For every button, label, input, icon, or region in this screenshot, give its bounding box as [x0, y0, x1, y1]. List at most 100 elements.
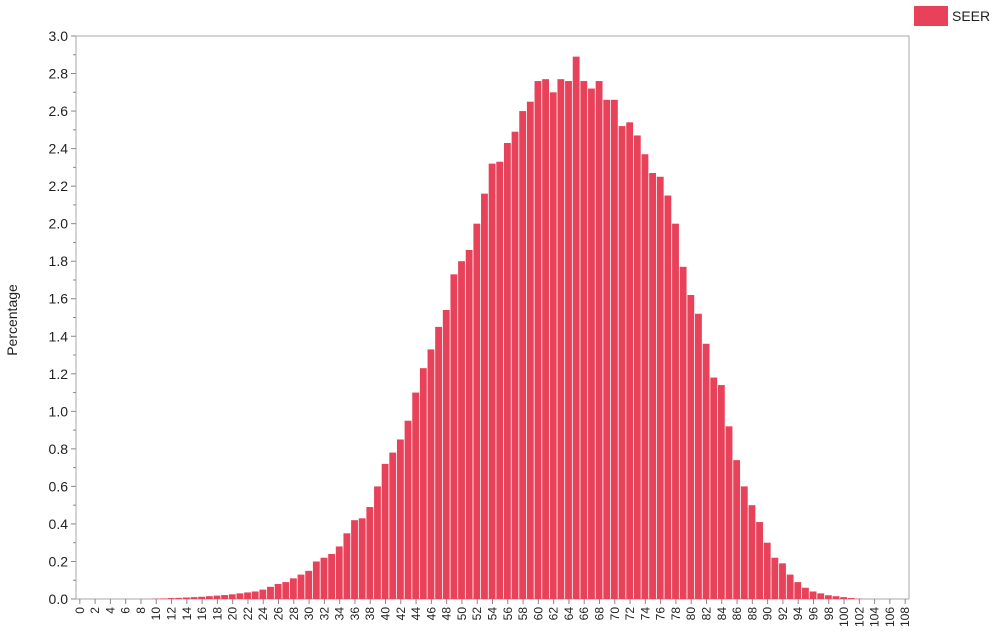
- y-tick-label: 1.0: [49, 403, 69, 419]
- bar-31: [312, 561, 320, 599]
- bar-12: [167, 598, 175, 599]
- bar-91: [771, 557, 779, 599]
- x-tick-label: 88: [745, 607, 759, 621]
- bar-70: [610, 99, 618, 599]
- y-tick-label: 0.2: [49, 553, 69, 569]
- x-tick-label: 50: [455, 607, 469, 621]
- x-tick-label: 54: [486, 607, 500, 621]
- bar-13: [175, 597, 183, 599]
- legend: SEER: [914, 6, 990, 26]
- x-tick-label: 42: [394, 607, 408, 621]
- bar-50: [458, 261, 465, 599]
- bar-82: [702, 343, 710, 599]
- bar-101: [847, 598, 855, 599]
- x-tick-label: 20: [226, 607, 240, 621]
- x-tick-label: 26: [272, 607, 286, 621]
- x-tick-label: 64: [562, 607, 576, 621]
- bar-24: [259, 589, 267, 599]
- y-tick-label: 0.8: [49, 441, 69, 457]
- bar-32: [320, 557, 328, 599]
- y-tick-label: 2.8: [49, 66, 69, 82]
- x-tick-label: 16: [195, 607, 209, 621]
- x-tick-label: 70: [608, 607, 622, 621]
- bar-66: [580, 81, 588, 600]
- x-tick-label: 68: [592, 607, 606, 621]
- x-tick-label: 56: [501, 607, 515, 621]
- bar-18: [213, 595, 221, 599]
- y-tick-label: 1.2: [49, 366, 69, 382]
- y-tick-label: 0.6: [49, 478, 69, 494]
- x-tick-label: 80: [684, 607, 698, 621]
- bar-90: [763, 542, 771, 599]
- bar-73: [633, 135, 641, 599]
- bar-64: [565, 81, 572, 600]
- x-axis: 0 2 4 6 8 10 12 14 16 18 20 22 24 26 28 30 32 34 36 38 40 42 4…: [73, 599, 912, 627]
- x-tick-label: 92: [776, 607, 790, 621]
- bar-46: [427, 349, 435, 599]
- y-tick-label: 3.0: [49, 28, 69, 44]
- bar-40: [381, 463, 389, 599]
- x-tick-label: 36: [348, 607, 362, 621]
- legend-swatch-seer: [914, 6, 948, 26]
- x-tick-label: 108: [898, 607, 912, 627]
- bar-71: [618, 126, 626, 599]
- bar-77: [664, 195, 672, 599]
- x-tick-label: 32: [317, 607, 331, 621]
- bar-22: [244, 592, 251, 599]
- x-tick-label: 72: [623, 607, 637, 621]
- x-tick-label: 18: [210, 607, 224, 621]
- y-tick-label: 2.2: [49, 178, 69, 194]
- bar-27: [282, 582, 290, 599]
- x-tick-label: 2: [88, 607, 102, 614]
- bar-100: [840, 597, 848, 599]
- x-tick-label: 38: [363, 607, 377, 621]
- bar-93: [786, 574, 794, 599]
- y-tick-label: 1.4: [49, 328, 69, 344]
- x-tick-label: 28: [287, 607, 301, 621]
- bar-36: [351, 520, 358, 599]
- bar-58: [519, 111, 527, 599]
- bar-38: [366, 507, 374, 599]
- x-tick-label: 96: [806, 607, 820, 621]
- x-tick-label: 106: [883, 607, 897, 627]
- y-tick-label: 1.6: [49, 291, 69, 307]
- x-tick-label: 78: [669, 607, 683, 621]
- bar-63: [557, 79, 565, 599]
- bar-94: [794, 582, 802, 599]
- x-tick-label: 34: [333, 607, 347, 621]
- bar-21: [236, 593, 244, 599]
- bar-72: [626, 122, 634, 599]
- bar-80: [687, 294, 695, 599]
- x-tick-label: 48: [440, 607, 454, 621]
- bar-45: [419, 368, 427, 599]
- x-tick-label: 22: [241, 607, 255, 621]
- bar-41: [389, 452, 397, 599]
- bar-95: [802, 587, 809, 599]
- bar-28: [289, 578, 297, 599]
- x-tick-label: 84: [715, 607, 729, 621]
- bar-35: [343, 533, 351, 599]
- bar-34: [335, 546, 343, 599]
- bar-84: [717, 385, 725, 599]
- bar-55: [496, 161, 504, 600]
- bar-74: [641, 154, 649, 600]
- bar-25: [267, 586, 274, 599]
- x-tick-label: 100: [837, 607, 851, 627]
- bar-62: [549, 92, 557, 600]
- bar-11: [160, 598, 167, 599]
- bar-51: [465, 249, 473, 599]
- bar-26: [274, 583, 282, 599]
- bar-78: [672, 223, 679, 600]
- x-tick-label: 104: [868, 607, 882, 627]
- bar-60: [534, 81, 542, 600]
- x-tick-label: 94: [791, 607, 805, 621]
- x-tick-label: 62: [547, 607, 561, 621]
- y-tick-label: 2.6: [49, 103, 69, 119]
- bar-87: [740, 486, 748, 599]
- bar-17: [205, 596, 213, 599]
- bar-86: [733, 460, 741, 599]
- x-tick-label: 86: [730, 607, 744, 621]
- x-tick-label: 14: [180, 607, 194, 621]
- x-tick-label: 76: [654, 607, 668, 621]
- bar-42: [396, 439, 404, 599]
